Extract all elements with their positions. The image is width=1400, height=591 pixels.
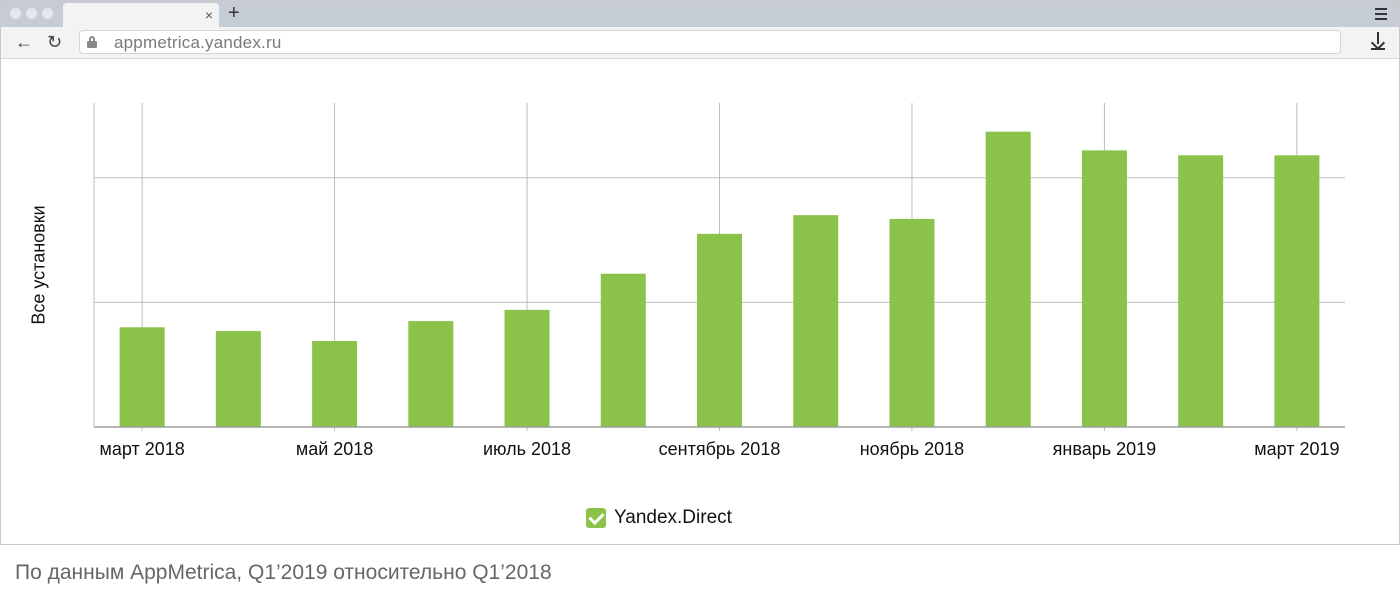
y-axis-label: Все установки [28, 205, 49, 325]
legend-item[interactable]: Yandex.Direct [586, 507, 732, 529]
close-window-dot[interactable] [10, 8, 21, 19]
browser-window: × + ← ↻ appmetrica.yandex.ru март 2018 ма… [0, 0, 1400, 545]
address-bar[interactable]: appmetrica.yandex.ru [79, 30, 1341, 54]
tab-bar: × + [1, 1, 1399, 27]
url-text: appmetrica.yandex.ru [114, 33, 282, 52]
bar-9 [889, 218, 935, 427]
x-tick-label: март 2019 [1254, 439, 1339, 459]
legend-label: Yandex.Direct [614, 507, 732, 528]
reload-icon[interactable]: ↻ [47, 32, 63, 52]
checkmark-icon [588, 508, 605, 526]
x-tick-label: март 2018 [99, 439, 184, 459]
chart-area: март 2018 май 2018 июль 2018 сентябрь 2018 н… [1, 59, 1399, 544]
x-tick-label: ноябрь 2018 [860, 439, 964, 459]
back-arrow-icon[interactable]: ← [15, 32, 33, 52]
close-tab-icon[interactable]: × [204, 7, 213, 23]
browser-toolbar: ← ↻ appmetrica.yandex.ru [1, 27, 1399, 59]
minimize-window-dot[interactable] [26, 8, 37, 19]
caption-text: По данным AppMetrica, Q1’2019 относитель… [15, 561, 552, 584]
bar-6 [600, 273, 646, 427]
bar-chart: март 2018 май 2018 июль 2018 сентябрь 2018 н… [93, 103, 1345, 459]
bar-2 [215, 331, 261, 427]
bar-12 [1178, 155, 1224, 427]
bar-1 [119, 327, 165, 427]
x-tick-label: июль 2018 [483, 439, 571, 459]
lock-icon [87, 36, 97, 48]
x-tick-label: сентябрь 2018 [659, 439, 781, 459]
menu-icon[interactable] [1375, 8, 1387, 23]
maximize-window-dot[interactable] [42, 8, 53, 19]
new-tab-icon[interactable]: + [228, 2, 240, 24]
bar-5 [504, 309, 550, 427]
download-icon[interactable] [1370, 31, 1386, 51]
x-tick-label: январь 2019 [1053, 439, 1157, 459]
browser-tab[interactable]: × [63, 3, 219, 27]
bar-8 [793, 215, 839, 427]
bar-7 [697, 233, 742, 427]
bar-11 [1081, 150, 1127, 427]
x-tick-label: май 2018 [296, 439, 373, 459]
bar-10 [985, 131, 1031, 427]
window-controls [10, 8, 53, 19]
legend-checkbox[interactable] [586, 508, 606, 528]
bar-13 [1274, 155, 1320, 427]
bar-4 [408, 321, 454, 427]
bar-3 [312, 341, 358, 427]
